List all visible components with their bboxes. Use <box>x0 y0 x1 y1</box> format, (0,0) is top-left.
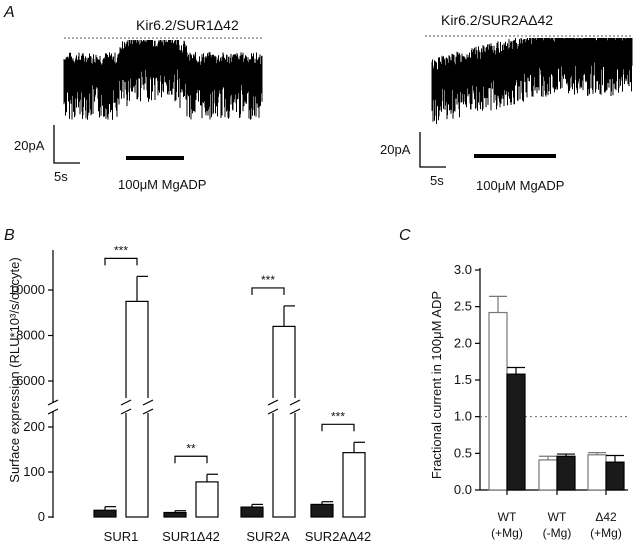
panel-b-category-label: SUR2AΔ42 <box>305 529 372 544</box>
panel-c-y-tick-label: 3.0 <box>454 262 472 277</box>
panel-b-y-tick-label: 0 <box>38 509 45 524</box>
panel-b-axis-break-mark <box>47 399 59 406</box>
right-scale-current: 20pA <box>380 142 411 157</box>
panel-b-ylabel: Surface expression (RLU*10³/s/oocyte) <box>7 257 22 482</box>
panel-b-bar <box>342 452 366 518</box>
panel-b-bar-break-mark <box>289 399 301 406</box>
panel-b-bar <box>93 509 117 518</box>
panel-b-axis-break-mark <box>47 408 59 415</box>
panel-c-ylabel: Fractional current in 100μM ADP <box>429 291 444 479</box>
panel-b-bar-break-mark <box>142 399 154 406</box>
panel-b-significance-label: *** <box>331 409 345 423</box>
left-trace-title: Kir6.2/SUR1Δ42 <box>136 17 239 33</box>
panel-b-bar <box>195 481 219 518</box>
panel-b-bar-break-mark <box>289 408 301 415</box>
left-scale-bar <box>53 125 80 164</box>
right-drug-label: 100μM MgADP <box>476 178 564 193</box>
panel-c-bar <box>605 461 625 491</box>
panel-a: A Kir6.2/SUR1Δ42 20pA 5s 100μM MgADP Kir… <box>3 4 633 193</box>
panel-b-y-tick-label: 200 <box>23 419 45 434</box>
panel-b-category-label: SUR1Δ42 <box>162 529 220 544</box>
panel-b-y-tick-label: 10000 <box>9 282 45 297</box>
panel-b-category-label: SUR1 <box>104 529 139 544</box>
panel-c-category-label: (-Mg) <box>543 526 572 540</box>
panel-b-bar-break-mark <box>120 399 132 406</box>
left-current-trace <box>63 40 263 120</box>
panel-b-bar-break-mark <box>267 399 279 406</box>
panel-c-bar <box>538 459 558 491</box>
panel-b-y-tick-label: 100 <box>23 464 45 479</box>
right-scale-bar <box>419 132 446 168</box>
panel-b-bar-break-mark <box>267 408 279 415</box>
left-scale-time: 5s <box>54 169 68 184</box>
left-drug-bar <box>126 156 184 160</box>
panel-c-category-label: WT <box>498 510 517 524</box>
panel-a-letter: A <box>3 4 15 21</box>
right-current-trace <box>431 38 633 124</box>
panel-b-significance-bracket <box>321 423 355 432</box>
panel-b-bar <box>310 503 334 518</box>
panel-c-y-tick-label: 2.5 <box>454 299 472 314</box>
right-scale-time: 5s <box>430 173 444 188</box>
panel-b-y-tick-label: 6000 <box>16 373 45 388</box>
panel-b-significance-label: *** <box>114 243 128 257</box>
panel-c-plot: 0.0 0.5 1.0 1.5 2.0 2.5 3.0 WT (+Mg) WT (-Mg) Δ42 (+… <box>454 262 628 540</box>
panel-b: B Surface expression (RLU*10³/s/oocyte) … <box>4 227 371 544</box>
panel-b-bar-break-mark <box>142 408 154 415</box>
panel-b-plot: 0 100 200 6000 8000 10000 SUR1 *** SUR1Δ42 ** SUR2… <box>9 243 371 544</box>
right-trace-title: Kir6.2/SUR2AΔ42 <box>441 12 553 28</box>
panel-c: C Fractional current in 100μM ADP 0.0 0.5… <box>399 227 628 540</box>
panel-c-bar <box>506 373 526 491</box>
panel-c-letter: C <box>399 227 411 244</box>
panel-b-significance-bracket <box>174 455 208 464</box>
left-scale-current: 20pA <box>14 138 45 153</box>
panel-c-bar <box>488 311 508 491</box>
panel-c-category-label: (+Mg) <box>590 526 622 540</box>
panel-b-bar <box>163 511 187 518</box>
panel-b-y-tick-label: 8000 <box>16 328 45 343</box>
panel-b-significance-bracket <box>251 287 285 295</box>
panel-c-y-tick-label: 2.0 <box>454 335 472 350</box>
panel-b-bar <box>272 325 296 518</box>
panel-b-letter: B <box>4 227 15 244</box>
panel-b-category-label: SUR2A <box>246 529 290 544</box>
panel-c-category-label: Δ42 <box>595 510 617 524</box>
panel-b-significance-label: *** <box>261 273 275 287</box>
panel-b-significance-bracket <box>104 257 138 266</box>
panel-c-y-tick-label: 0.5 <box>454 445 472 460</box>
panel-c-y-tick-label: 1.5 <box>454 372 472 387</box>
left-drug-label: 100μM MgADP <box>118 177 206 192</box>
right-drug-bar <box>474 154 556 158</box>
panel-c-bar <box>556 455 576 491</box>
panel-c-bar <box>587 454 607 491</box>
panel-c-category-label: WT <box>548 510 567 524</box>
panel-b-bar-break-mark <box>120 408 132 415</box>
panel-c-y-tick-label: 0.0 <box>454 482 472 497</box>
panel-b-bar <box>240 506 264 518</box>
panel-b-significance-label: ** <box>186 441 196 455</box>
panel-c-y-tick-label: 1.0 <box>454 409 472 424</box>
panel-c-category-label: (+Mg) <box>491 526 523 540</box>
